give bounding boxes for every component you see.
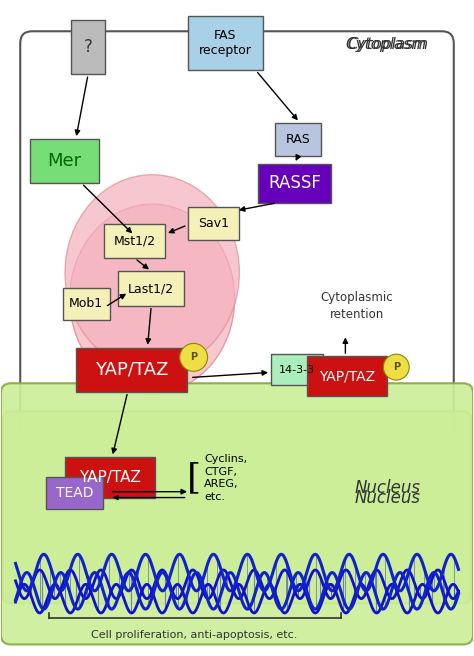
Ellipse shape <box>65 174 239 371</box>
Text: Cytoplasm: Cytoplasm <box>345 37 426 52</box>
Text: Sav1: Sav1 <box>198 217 229 230</box>
FancyBboxPatch shape <box>188 16 263 70</box>
Text: TEAD: TEAD <box>55 486 93 500</box>
Text: YAP/TAZ: YAP/TAZ <box>319 369 375 383</box>
FancyBboxPatch shape <box>104 224 165 258</box>
Text: Mob1: Mob1 <box>69 297 103 310</box>
FancyBboxPatch shape <box>307 356 387 396</box>
FancyBboxPatch shape <box>1 383 473 644</box>
FancyBboxPatch shape <box>275 123 321 157</box>
Text: Nucleus: Nucleus <box>355 479 421 497</box>
Text: RAS: RAS <box>285 133 310 146</box>
FancyBboxPatch shape <box>271 354 323 385</box>
FancyBboxPatch shape <box>3 411 471 604</box>
Text: Mst1/2: Mst1/2 <box>114 234 156 247</box>
Text: Nucleus: Nucleus <box>355 489 421 506</box>
FancyBboxPatch shape <box>118 272 184 306</box>
FancyBboxPatch shape <box>63 287 110 320</box>
FancyBboxPatch shape <box>65 457 155 498</box>
Text: ?: ? <box>83 38 92 56</box>
Circle shape <box>180 344 208 371</box>
Ellipse shape <box>70 204 235 393</box>
Text: Last1/2: Last1/2 <box>128 282 174 295</box>
FancyBboxPatch shape <box>46 477 103 509</box>
Circle shape <box>383 354 409 380</box>
Text: RASSF: RASSF <box>268 174 321 192</box>
Text: Cytoplasm: Cytoplasm <box>347 37 428 52</box>
Text: YAP/TAZ: YAP/TAZ <box>79 470 141 485</box>
FancyBboxPatch shape <box>188 207 239 240</box>
Text: P: P <box>393 362 400 372</box>
FancyBboxPatch shape <box>258 163 331 203</box>
Text: P: P <box>190 352 197 362</box>
Text: Mer: Mer <box>47 152 82 170</box>
FancyBboxPatch shape <box>71 20 105 74</box>
Text: Cytoplasmic
retention: Cytoplasmic retention <box>321 291 393 321</box>
FancyBboxPatch shape <box>30 139 100 183</box>
Text: YAP/TAZ: YAP/TAZ <box>94 361 168 379</box>
Text: [: [ <box>187 461 201 495</box>
Text: Cell proliferation, anti-apoptosis, etc.: Cell proliferation, anti-apoptosis, etc. <box>91 630 298 640</box>
Text: 14-3-3: 14-3-3 <box>279 365 315 375</box>
Text: Cyclins,
CTGF,
AREG,
etc.: Cyclins, CTGF, AREG, etc. <box>204 455 247 502</box>
Text: FAS
receptor: FAS receptor <box>199 30 252 57</box>
FancyBboxPatch shape <box>76 348 187 392</box>
